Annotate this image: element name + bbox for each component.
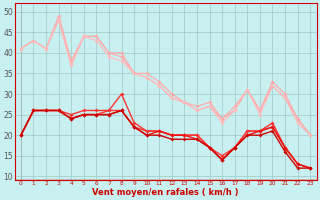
X-axis label: Vent moyen/en rafales ( km/h ): Vent moyen/en rafales ( km/h ) <box>92 188 239 197</box>
